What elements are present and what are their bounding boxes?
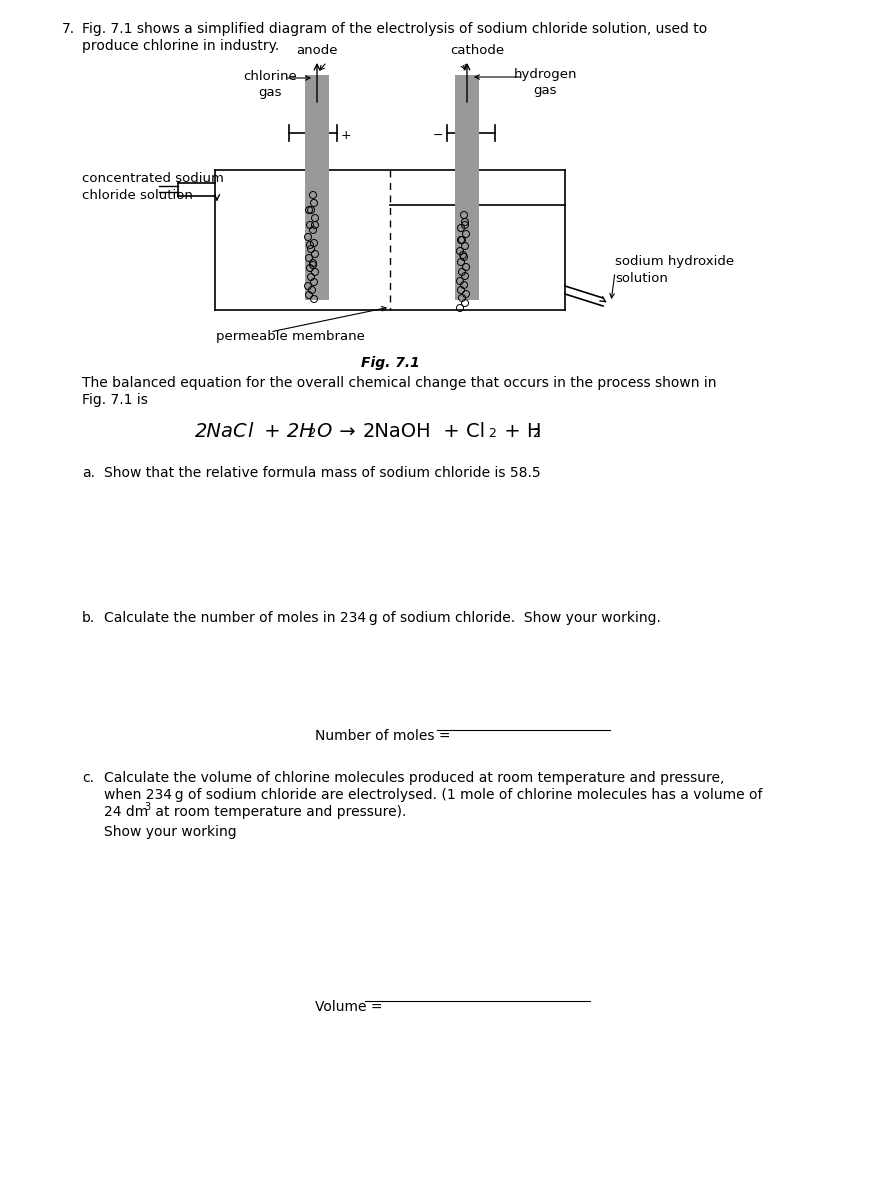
Text: Show that the relative formula mass of sodium chloride is 58.5: Show that the relative formula mass of s… xyxy=(104,466,541,480)
Text: cathode: cathode xyxy=(450,44,504,56)
Text: 2: 2 xyxy=(308,427,316,440)
Text: O: O xyxy=(316,422,331,440)
Text: Calculate the volume of chlorine molecules produced at room temperature and pres: Calculate the volume of chlorine molecul… xyxy=(104,770,725,785)
Text: 2NaOH: 2NaOH xyxy=(363,422,432,440)
Text: anode: anode xyxy=(297,44,337,56)
Text: 2: 2 xyxy=(532,427,540,440)
Text: 3: 3 xyxy=(144,802,150,812)
Text: 2NaC: 2NaC xyxy=(195,422,248,440)
Text: hydrogen
gas: hydrogen gas xyxy=(513,68,576,97)
Text: l: l xyxy=(247,422,252,440)
Text: + 2H: + 2H xyxy=(258,422,313,440)
Text: permeable membrane: permeable membrane xyxy=(216,330,365,343)
Text: c.: c. xyxy=(82,770,94,785)
Text: Calculate the number of moles in 234 g of sodium chloride.  Show your working.: Calculate the number of moles in 234 g o… xyxy=(104,611,661,625)
Bar xyxy=(305,74,329,300)
Text: a.: a. xyxy=(82,466,95,480)
Bar xyxy=(455,74,479,300)
Text: 24 dm: 24 dm xyxy=(104,805,148,818)
Text: 7.: 7. xyxy=(62,22,75,36)
Text: Show your working: Show your working xyxy=(104,826,236,839)
Text: The balanced equation for the overall chemical change that occurs in the process: The balanced equation for the overall ch… xyxy=(82,376,717,390)
Text: chlorine
gas: chlorine gas xyxy=(243,70,297,98)
Text: Fig. 7.1 is: Fig. 7.1 is xyxy=(82,392,148,407)
Text: Fig. 7.1 shows a simplified diagram of the electrolysis of sodium chloride solut: Fig. 7.1 shows a simplified diagram of t… xyxy=(82,22,707,36)
Text: Fig. 7.1: Fig. 7.1 xyxy=(361,356,419,370)
Text: sodium hydroxide
solution: sodium hydroxide solution xyxy=(615,254,734,284)
Text: →: → xyxy=(333,422,362,440)
Text: + H: + H xyxy=(498,422,542,440)
Text: when 234 g of sodium chloride are electrolysed. (1 mole of chlorine molecules ha: when 234 g of sodium chloride are electr… xyxy=(104,788,763,802)
Text: 2: 2 xyxy=(488,427,496,440)
Text: concentrated sodium
chloride solution: concentrated sodium chloride solution xyxy=(82,172,224,202)
Text: Volume =: Volume = xyxy=(315,1000,387,1014)
Text: −: − xyxy=(432,128,443,142)
Text: +: + xyxy=(341,128,352,142)
Text: b.: b. xyxy=(82,611,95,625)
Text: produce chlorine in industry.: produce chlorine in industry. xyxy=(82,38,279,53)
Text: + Cl: + Cl xyxy=(437,422,485,440)
Text: Number of moles =: Number of moles = xyxy=(315,728,455,743)
Text: at room temperature and pressure).: at room temperature and pressure). xyxy=(151,805,407,818)
